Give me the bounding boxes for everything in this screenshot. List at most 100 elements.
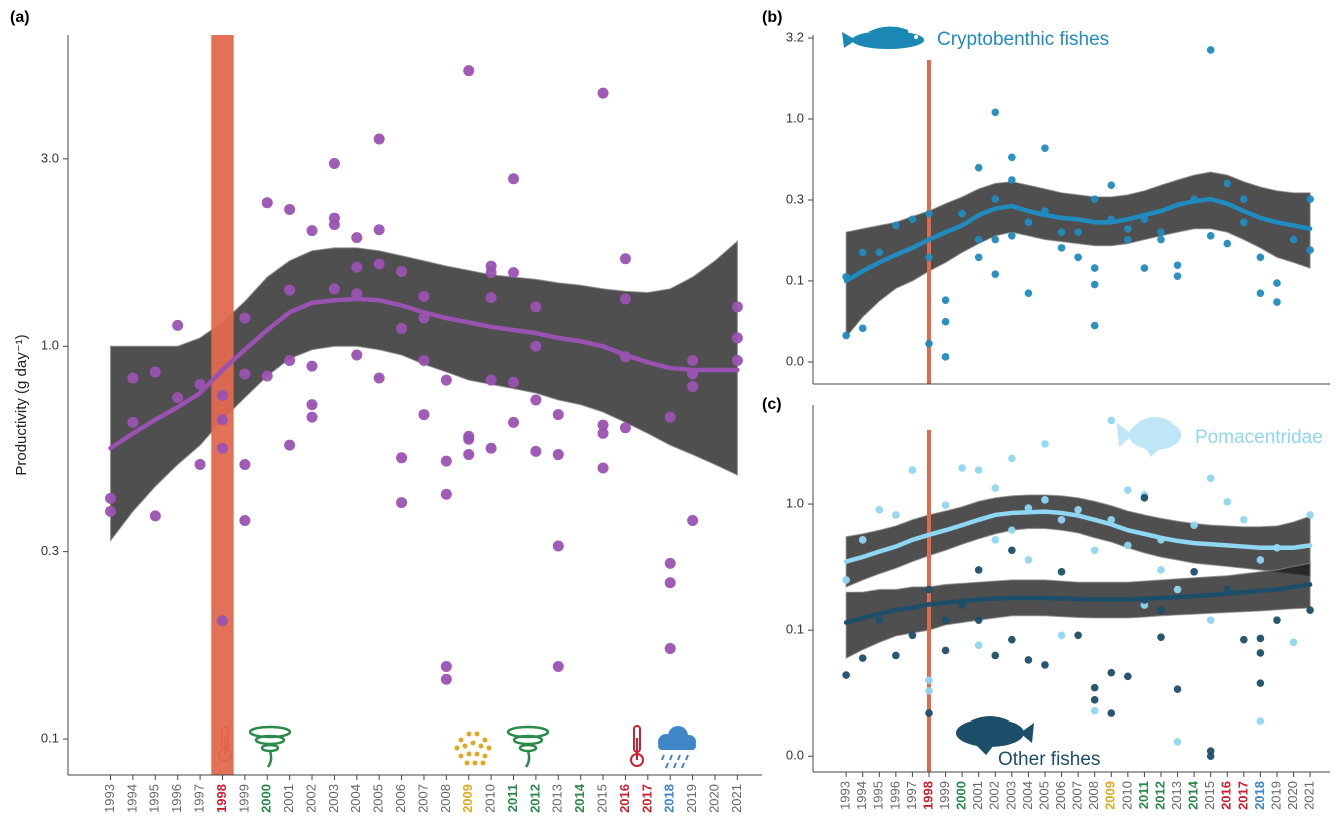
lines-layer — [108, 196, 1313, 625]
cyclone-icon — [248, 725, 292, 768]
data-point — [328, 283, 340, 295]
data-point — [552, 449, 564, 461]
data-point — [1223, 179, 1232, 188]
points-layer — [105, 46, 1314, 761]
x-tick-label: 1996 — [169, 784, 184, 813]
data-point — [1124, 224, 1132, 233]
data-point — [1041, 661, 1049, 669]
data-point — [1289, 638, 1298, 647]
data-point — [1140, 264, 1149, 272]
data-point — [530, 301, 542, 313]
series-name: Pomacentridae — [1195, 427, 1323, 448]
y-tick-label: 1.0 — [786, 110, 804, 125]
data-point — [1240, 218, 1248, 227]
data-point — [1273, 279, 1281, 287]
x-tick-label: 2012 — [1152, 781, 1167, 810]
x-tick-label: 2016 — [1219, 781, 1234, 810]
data-point — [1041, 440, 1049, 448]
data-point — [373, 372, 385, 384]
x-tick-label: 2000 — [954, 781, 969, 810]
data-point — [418, 290, 430, 302]
data-point — [194, 378, 206, 390]
data-point — [1190, 521, 1198, 529]
data-point — [908, 466, 917, 474]
data-point — [1090, 264, 1099, 272]
data-point — [1090, 696, 1099, 704]
x-tick-label: 1994 — [124, 784, 139, 813]
data-point — [941, 317, 950, 326]
panel-label: (a) — [10, 9, 30, 26]
data-point — [842, 331, 850, 340]
data-point — [239, 368, 251, 380]
data-point — [597, 427, 609, 439]
data-point — [925, 585, 933, 594]
data-point — [1306, 511, 1314, 519]
data-point — [284, 439, 296, 451]
data-point — [216, 389, 228, 401]
x-tick-label: 2007 — [415, 784, 430, 813]
data-point — [485, 267, 497, 279]
data-point — [1057, 228, 1066, 236]
x-tick-label: 2008 — [1086, 781, 1101, 810]
data-point — [1041, 144, 1049, 153]
y-tick-label: 0.0 — [786, 748, 804, 763]
data-point — [127, 416, 139, 428]
data-point — [1157, 633, 1165, 641]
data-point — [1041, 207, 1049, 215]
data-point — [1206, 46, 1215, 54]
data-point — [1140, 494, 1149, 502]
data-point — [974, 466, 983, 474]
data-point — [1157, 536, 1165, 544]
data-point — [1057, 631, 1066, 640]
data-point — [284, 203, 296, 215]
heatwave-icon — [630, 725, 644, 767]
x-tick-label: 2014 — [572, 783, 587, 813]
x-tick-label: 2010 — [1119, 781, 1134, 810]
data-point — [530, 445, 542, 457]
data-point — [941, 616, 950, 624]
axes-layer — [63, 35, 1330, 780]
x-tick-label: 1997 — [192, 784, 207, 813]
data-point — [1008, 546, 1016, 555]
cryptobenthic-fish-icon — [842, 26, 924, 49]
x-tick-label: 2016 — [617, 784, 632, 813]
data-point — [1107, 709, 1116, 717]
data-point — [1107, 515, 1116, 524]
data-point — [127, 372, 139, 384]
x-tick-label: 2003 — [1003, 781, 1018, 810]
data-point — [1090, 321, 1099, 330]
data-point — [974, 566, 983, 574]
x-tick-label: 1998 — [920, 781, 935, 810]
data-point — [1107, 668, 1116, 677]
x-tick-label: 2002 — [987, 781, 1002, 810]
data-point — [284, 284, 296, 296]
data-point — [418, 354, 430, 366]
data-point — [418, 409, 430, 421]
x-tick-label: 2020 — [706, 784, 721, 813]
data-point — [1306, 246, 1314, 254]
data-point — [1190, 195, 1198, 203]
data-point — [619, 253, 631, 265]
data-point — [440, 374, 452, 386]
panel-label: (c) — [762, 396, 782, 413]
data-point — [194, 458, 206, 470]
y-tick-label: 0.1 — [41, 730, 59, 745]
data-point — [1306, 606, 1314, 614]
bootstrap-band — [109, 239, 738, 543]
data-point — [508, 267, 520, 279]
data-point — [1074, 228, 1082, 236]
flood-icon — [658, 726, 696, 769]
data-point — [875, 616, 884, 624]
data-point — [858, 324, 867, 333]
data-point — [925, 253, 933, 262]
data-point — [216, 442, 228, 454]
data-point — [149, 366, 161, 378]
data-point — [351, 261, 363, 273]
data-point — [925, 687, 933, 695]
data-point — [440, 661, 452, 673]
x-tick-label: 2005 — [371, 784, 386, 813]
data-point — [1024, 504, 1033, 512]
data-point — [1190, 568, 1198, 576]
y-tick-label: 0.0 — [786, 353, 804, 368]
data-point — [1240, 635, 1248, 644]
